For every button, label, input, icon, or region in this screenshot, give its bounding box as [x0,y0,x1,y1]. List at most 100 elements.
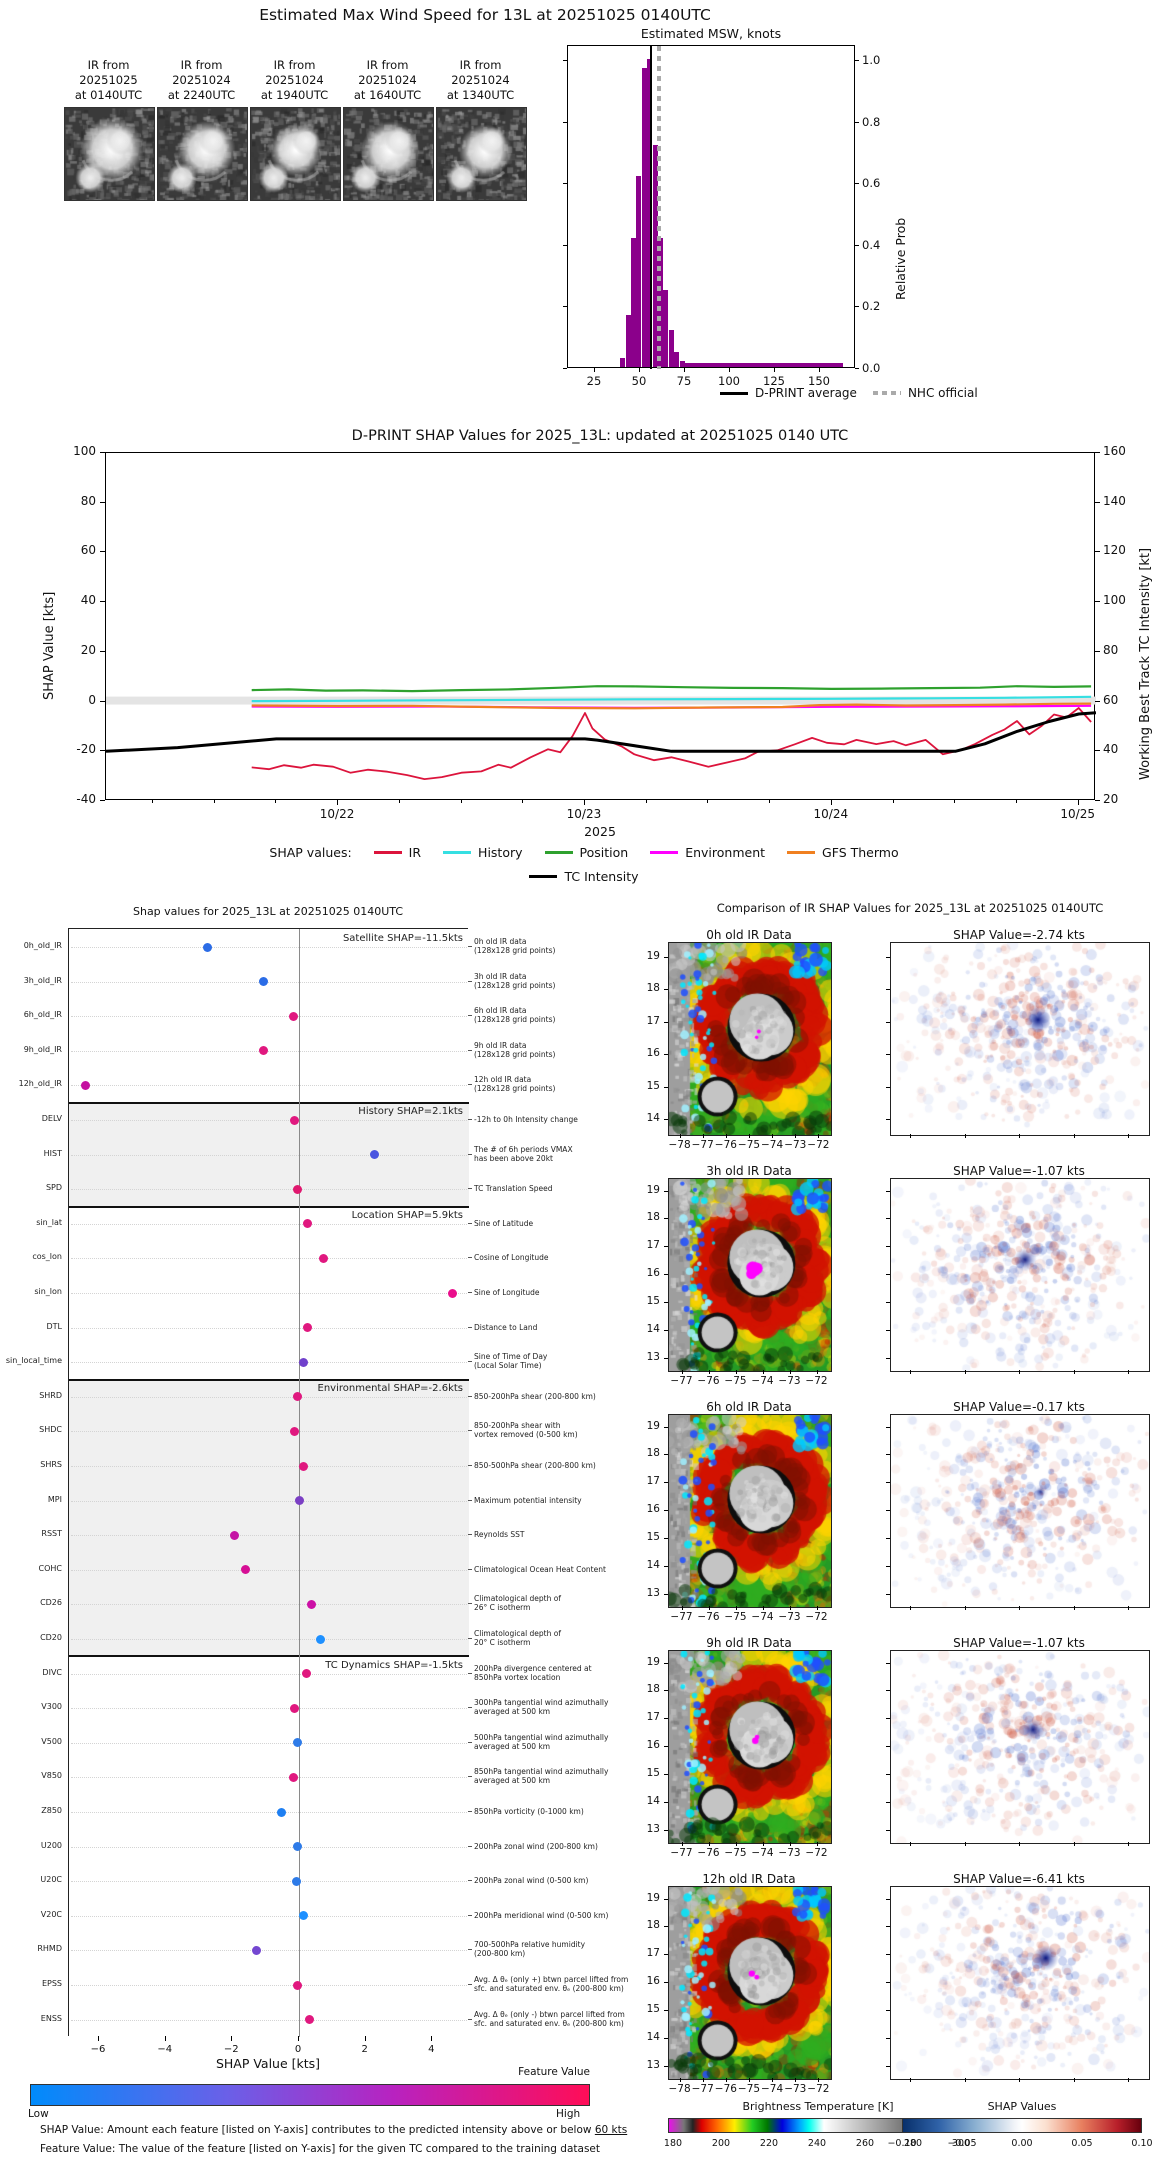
ir-map-xtick tick [735,1606,737,1610]
ir-thumbnail-label-line: 20251025 [79,73,138,87]
dotplot-section-divider [69,1205,469,1208]
feature-tick tick [468,1914,472,1916]
ir-map-xtick-label: −76 [697,1847,720,1859]
histogram-xtick tick [594,368,595,372]
ir-map-xtick-label: −73 [778,1375,801,1387]
timeseries-legend-title: SHAP values: [269,845,352,860]
dotplot-section-bg [69,1102,469,1207]
dotplot-gridline gridline [71,947,467,948]
dotplot-xtick-label: −6 [90,2044,106,2055]
legend-item-environment: Environment [650,845,765,860]
feature-tick tick [468,1534,472,1536]
ir-map-ytick tick [664,1537,668,1539]
shap-panel-title: SHAP Value=-0.17 kts [953,1400,1085,1414]
feature-description: Sine of Time of Day (Local Solar Time) [474,1352,674,1370]
shap-map-xtick tick [1128,1134,1129,1138]
shap-map-ytick tick [886,1274,890,1275]
feature-description-line: 20° C isotherm [474,1638,531,1647]
ir-thumbnail-label-line: IR from [366,58,409,72]
ir-map-ytick tick [664,1565,668,1567]
feature-description-line: (128x128 grid points) [474,1049,556,1059]
feature-name-label: 9h_old_IR [23,1044,62,1054]
ir-thumbnail-label: IR from 20251024 at 2240UTC [155,58,248,103]
shap-map-ytick tick [886,1482,890,1484]
ir-map-ytick tick [664,1954,668,1956]
ir-map-ytick-label: 16 [646,1975,660,1987]
timeseries-ytick-right tick [1095,700,1100,702]
ir-map-xtick-label: −75 [737,2083,761,2095]
dotplot-xtick tick [298,2036,299,2041]
feature-dot dot [252,1945,262,1955]
feature-description: Climatological depth of 26° C isotherm [474,1594,674,1612]
timeseries-xtick-label: 10/25 [1060,807,1095,821]
dotplot-section-label: Satellite SHAP=-11.5kts [342,933,463,944]
dotplot-xtick-label: −4 [157,2044,173,2055]
footnote-shap-value-text: SHAP Value: Amount each feature [listed … [40,2124,595,2136]
feature-name-label: cos_lon [32,1252,62,1262]
histogram-bar [631,237,636,367]
ir-map-xtick tick [816,1606,818,1610]
ir-map-ytick tick [664,1690,668,1692]
feature-description-line: 200hPa zonal wind (0-500 km) [474,1876,589,1886]
ir-map-xtick tick [749,2078,750,2082]
msw-histogram-plot [567,45,855,369]
timeseries-minor-tick tick [460,800,462,803]
ir-map-xtick tick [789,1606,791,1610]
histogram-ytick tick [563,121,567,123]
timeseries-minor-tick tick [522,800,524,803]
feature-name-label: 0h_old_IR [23,941,62,950]
feature-description-line: Climatological depth of [474,1594,561,1604]
ir-map-ytick-label: 17 [646,1947,660,1960]
shap-map-xtick tick [1019,1134,1020,1138]
feature-description: Distance to Land [474,1323,674,1332]
shap-map-ytick tick [886,1926,890,1928]
dotplot-gridline gridline [71,1846,467,1848]
dotplot-gridline gridline [71,1985,467,1986]
timeseries-ytick-right-label: 120 [1103,543,1126,558]
ir-map-ytick tick [664,1510,668,1511]
legend-swatch [787,851,816,854]
feature-description: 300hPa tangential wind azimuthally averag… [474,1698,674,1716]
shap-colorbar-tick-label: −0.10 [887,2138,917,2149]
feature-name-label: DTL [46,1321,62,1331]
shap-map-ytick tick [886,1086,890,1088]
ir-map-xtick-label: −75 [724,1611,747,1623]
timeseries-minor-tick tick [275,800,277,803]
ir-map-xtick-label: −72 [807,2083,830,2095]
timeseries-ytick-left tick [100,452,105,453]
dprint-average-line [649,46,652,369]
shap-dotplot: Satellite SHAP=-11.5kts History SHAP=2.1k… [68,928,469,2037]
feature-tick tick [468,1776,472,1778]
feature-description: Climatological Ocean Heat Content [474,1565,674,1574]
ir-map-xtick tick [681,1370,683,1374]
histogram-ytick tick [563,368,567,369]
legend-swatch [529,875,558,878]
feature-dot dot [293,1842,303,1852]
feature-description: 200hPa zonal wind (200-800 km) [474,1842,674,1851]
dotplot-section-bg [69,929,469,1103]
feature-description-line: averaged at 500 km [474,1741,551,1751]
feature-description-line: 850hPa tangential wind azimuthally [474,1767,609,1777]
timeseries-xtick tick [830,800,832,805]
dotplot-gridline gridline [71,1673,467,1675]
series-line-position [251,685,1092,693]
dotplot-xtick-label: −2 [223,2044,239,2055]
dotplot-section-bg [69,1379,469,1657]
ir-map-xtick tick [679,2078,681,2082]
timeseries-ytick-right tick [1095,800,1100,801]
ir-thumbnail-image [343,107,434,201]
dotplot-gridline gridline [71,1569,467,1571]
timeseries-ytick-left-label: 20 [80,642,96,657]
feature-description-line: 6h old IR data [474,1006,527,1016]
ir-panel-title: 9h old IR Data [706,1636,792,1650]
dotplot-section-divider [69,1101,469,1104]
feature-description-line: 850hPa vortex location [474,1672,561,1682]
feature-tick tick [468,1638,472,1639]
shap-map-ytick tick [886,1773,890,1775]
feature-name-label: V20C [40,1909,62,1919]
ir-map-ytick tick [664,1718,668,1720]
histogram-xtick tick [684,368,685,372]
shap-map-canvas [890,1650,1150,1844]
feature-value-colorbar-label: Feature Value [518,2066,590,2078]
bt-colorbar-tick-label: 200 [711,2138,731,2149]
